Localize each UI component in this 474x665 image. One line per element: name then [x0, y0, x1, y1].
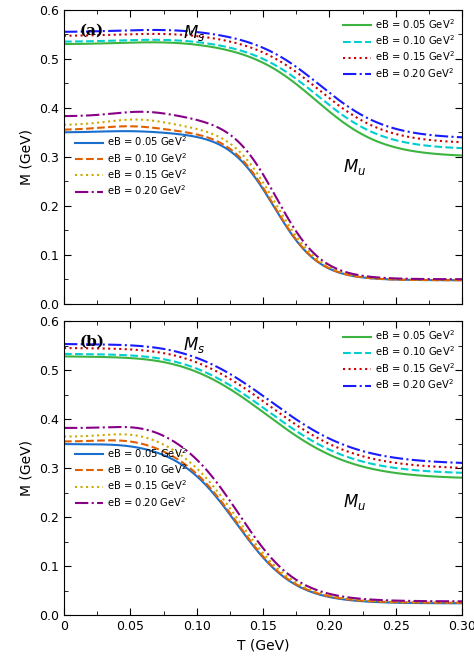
Text: $M_u$: $M_u$ — [343, 157, 366, 177]
Y-axis label: M (GeV): M (GeV) — [19, 440, 34, 496]
Text: $M_s$: $M_s$ — [183, 23, 206, 43]
X-axis label: T (GeV): T (GeV) — [237, 638, 289, 652]
Text: (b): (b) — [80, 334, 105, 348]
Text: $M_u$: $M_u$ — [343, 491, 366, 512]
Legend: eB = 0.05 GeV$^2$, eB = 0.10 GeV$^2$, eB = 0.15 GeV$^2$, eB = 0.20 GeV$^2$: eB = 0.05 GeV$^2$, eB = 0.10 GeV$^2$, eB… — [73, 444, 189, 511]
Y-axis label: M (GeV): M (GeV) — [19, 129, 34, 185]
Text: (a): (a) — [80, 23, 104, 37]
Text: $M_s$: $M_s$ — [183, 334, 206, 354]
Legend: eB = 0.05 GeV$^2$, eB = 0.10 GeV$^2$, eB = 0.15 GeV$^2$, eB = 0.20 GeV$^2$: eB = 0.05 GeV$^2$, eB = 0.10 GeV$^2$, eB… — [73, 132, 189, 200]
